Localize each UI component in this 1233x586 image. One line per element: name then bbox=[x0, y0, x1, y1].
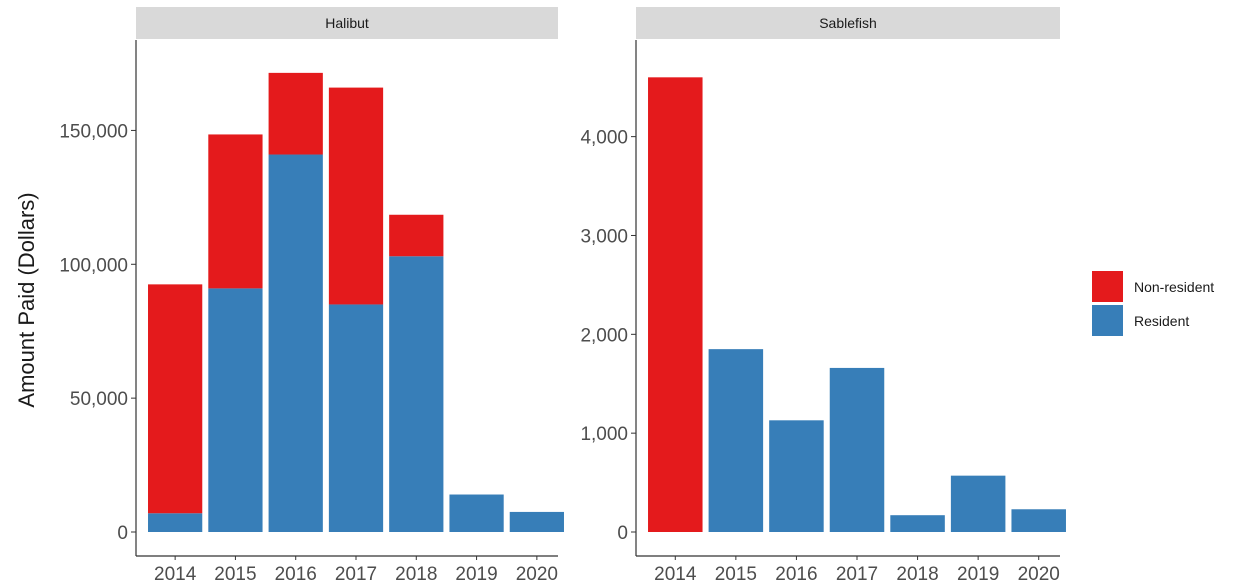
x-tick-label: 2015 bbox=[715, 564, 757, 585]
y-tick-label: 0 bbox=[117, 523, 128, 544]
x-tick-label: 2019 bbox=[957, 564, 999, 585]
x-tick-label: 2015 bbox=[214, 564, 256, 585]
y-axis-title: Amount Paid (Dollars) bbox=[14, 192, 39, 407]
y-tick-label: 3,000 bbox=[580, 226, 628, 247]
bar-resident-2017 bbox=[829, 367, 885, 532]
bar-resident-2014 bbox=[148, 513, 203, 532]
y-tick-label: 100,000 bbox=[59, 255, 128, 276]
x-tick-label: 2017 bbox=[335, 564, 377, 585]
bar-resident-2019 bbox=[449, 494, 504, 532]
x-tick-label: 2020 bbox=[516, 564, 558, 585]
x-tick-label: 2018 bbox=[395, 564, 437, 585]
facet-strip bbox=[136, 7, 558, 39]
x-tick-label: 2017 bbox=[836, 564, 878, 585]
bar-resident-2018 bbox=[389, 256, 444, 532]
y-tick-label: 50,000 bbox=[70, 389, 128, 410]
x-tick-label: 2014 bbox=[154, 564, 197, 585]
bar-non-resident-2014 bbox=[148, 284, 203, 514]
bar-resident-2015 bbox=[208, 288, 263, 532]
y-tick-label: 4,000 bbox=[580, 128, 628, 149]
panel-halibut: Halibut 2014 2015 2016 2017 2018 2019 2020 0 50,0… bbox=[59, 7, 564, 585]
x-tick-label: 2016 bbox=[275, 564, 317, 585]
panels: Halibut 2014 2015 2016 2017 2018 2019 2020 0 50,0… bbox=[59, 7, 1066, 585]
bar-resident-2017 bbox=[328, 304, 384, 532]
bar-non-resident-2016 bbox=[268, 72, 323, 155]
facet-title: Halibut bbox=[325, 15, 369, 31]
bar-resident-2018 bbox=[890, 515, 945, 532]
legend-key-resident bbox=[1092, 305, 1123, 336]
x-tick-label: 2014 bbox=[654, 564, 697, 585]
y-tick-label: 1,000 bbox=[580, 424, 628, 445]
bar-resident-2016 bbox=[268, 154, 323, 532]
legend: Non-resident Resident bbox=[1092, 271, 1214, 336]
y-tick-label: 150,000 bbox=[59, 121, 128, 142]
bar-resident-2020 bbox=[1011, 509, 1066, 532]
bar-resident-2019 bbox=[950, 475, 1006, 532]
bar-resident-2020 bbox=[509, 511, 564, 532]
facet-title: Sablefish bbox=[819, 15, 877, 31]
bar-non-resident-2015 bbox=[208, 134, 263, 289]
bar-resident-2015 bbox=[708, 349, 764, 532]
bar-non-resident-2014 bbox=[648, 77, 703, 532]
legend-label: Resident bbox=[1134, 313, 1189, 329]
legend-label: Non-resident bbox=[1134, 279, 1214, 295]
facet-strip bbox=[636, 7, 1060, 39]
x-tick-label: 2016 bbox=[775, 564, 817, 585]
x-tick-label: 2019 bbox=[455, 564, 497, 585]
panel-sablefish: Sablefish 2014 2015 2016 2017 2018 2019 2020 0 1,… bbox=[580, 7, 1066, 585]
x-tick-label: 2018 bbox=[896, 564, 938, 585]
bar-resident-2016 bbox=[769, 420, 824, 532]
bar-non-resident-2017 bbox=[328, 87, 384, 305]
bar-non-resident-2018 bbox=[389, 214, 444, 257]
x-tick-label: 2020 bbox=[1018, 564, 1060, 585]
y-tick-label: 0 bbox=[617, 523, 628, 544]
legend-key-non-resident bbox=[1092, 271, 1123, 302]
y-tick-label: 2,000 bbox=[580, 325, 628, 346]
